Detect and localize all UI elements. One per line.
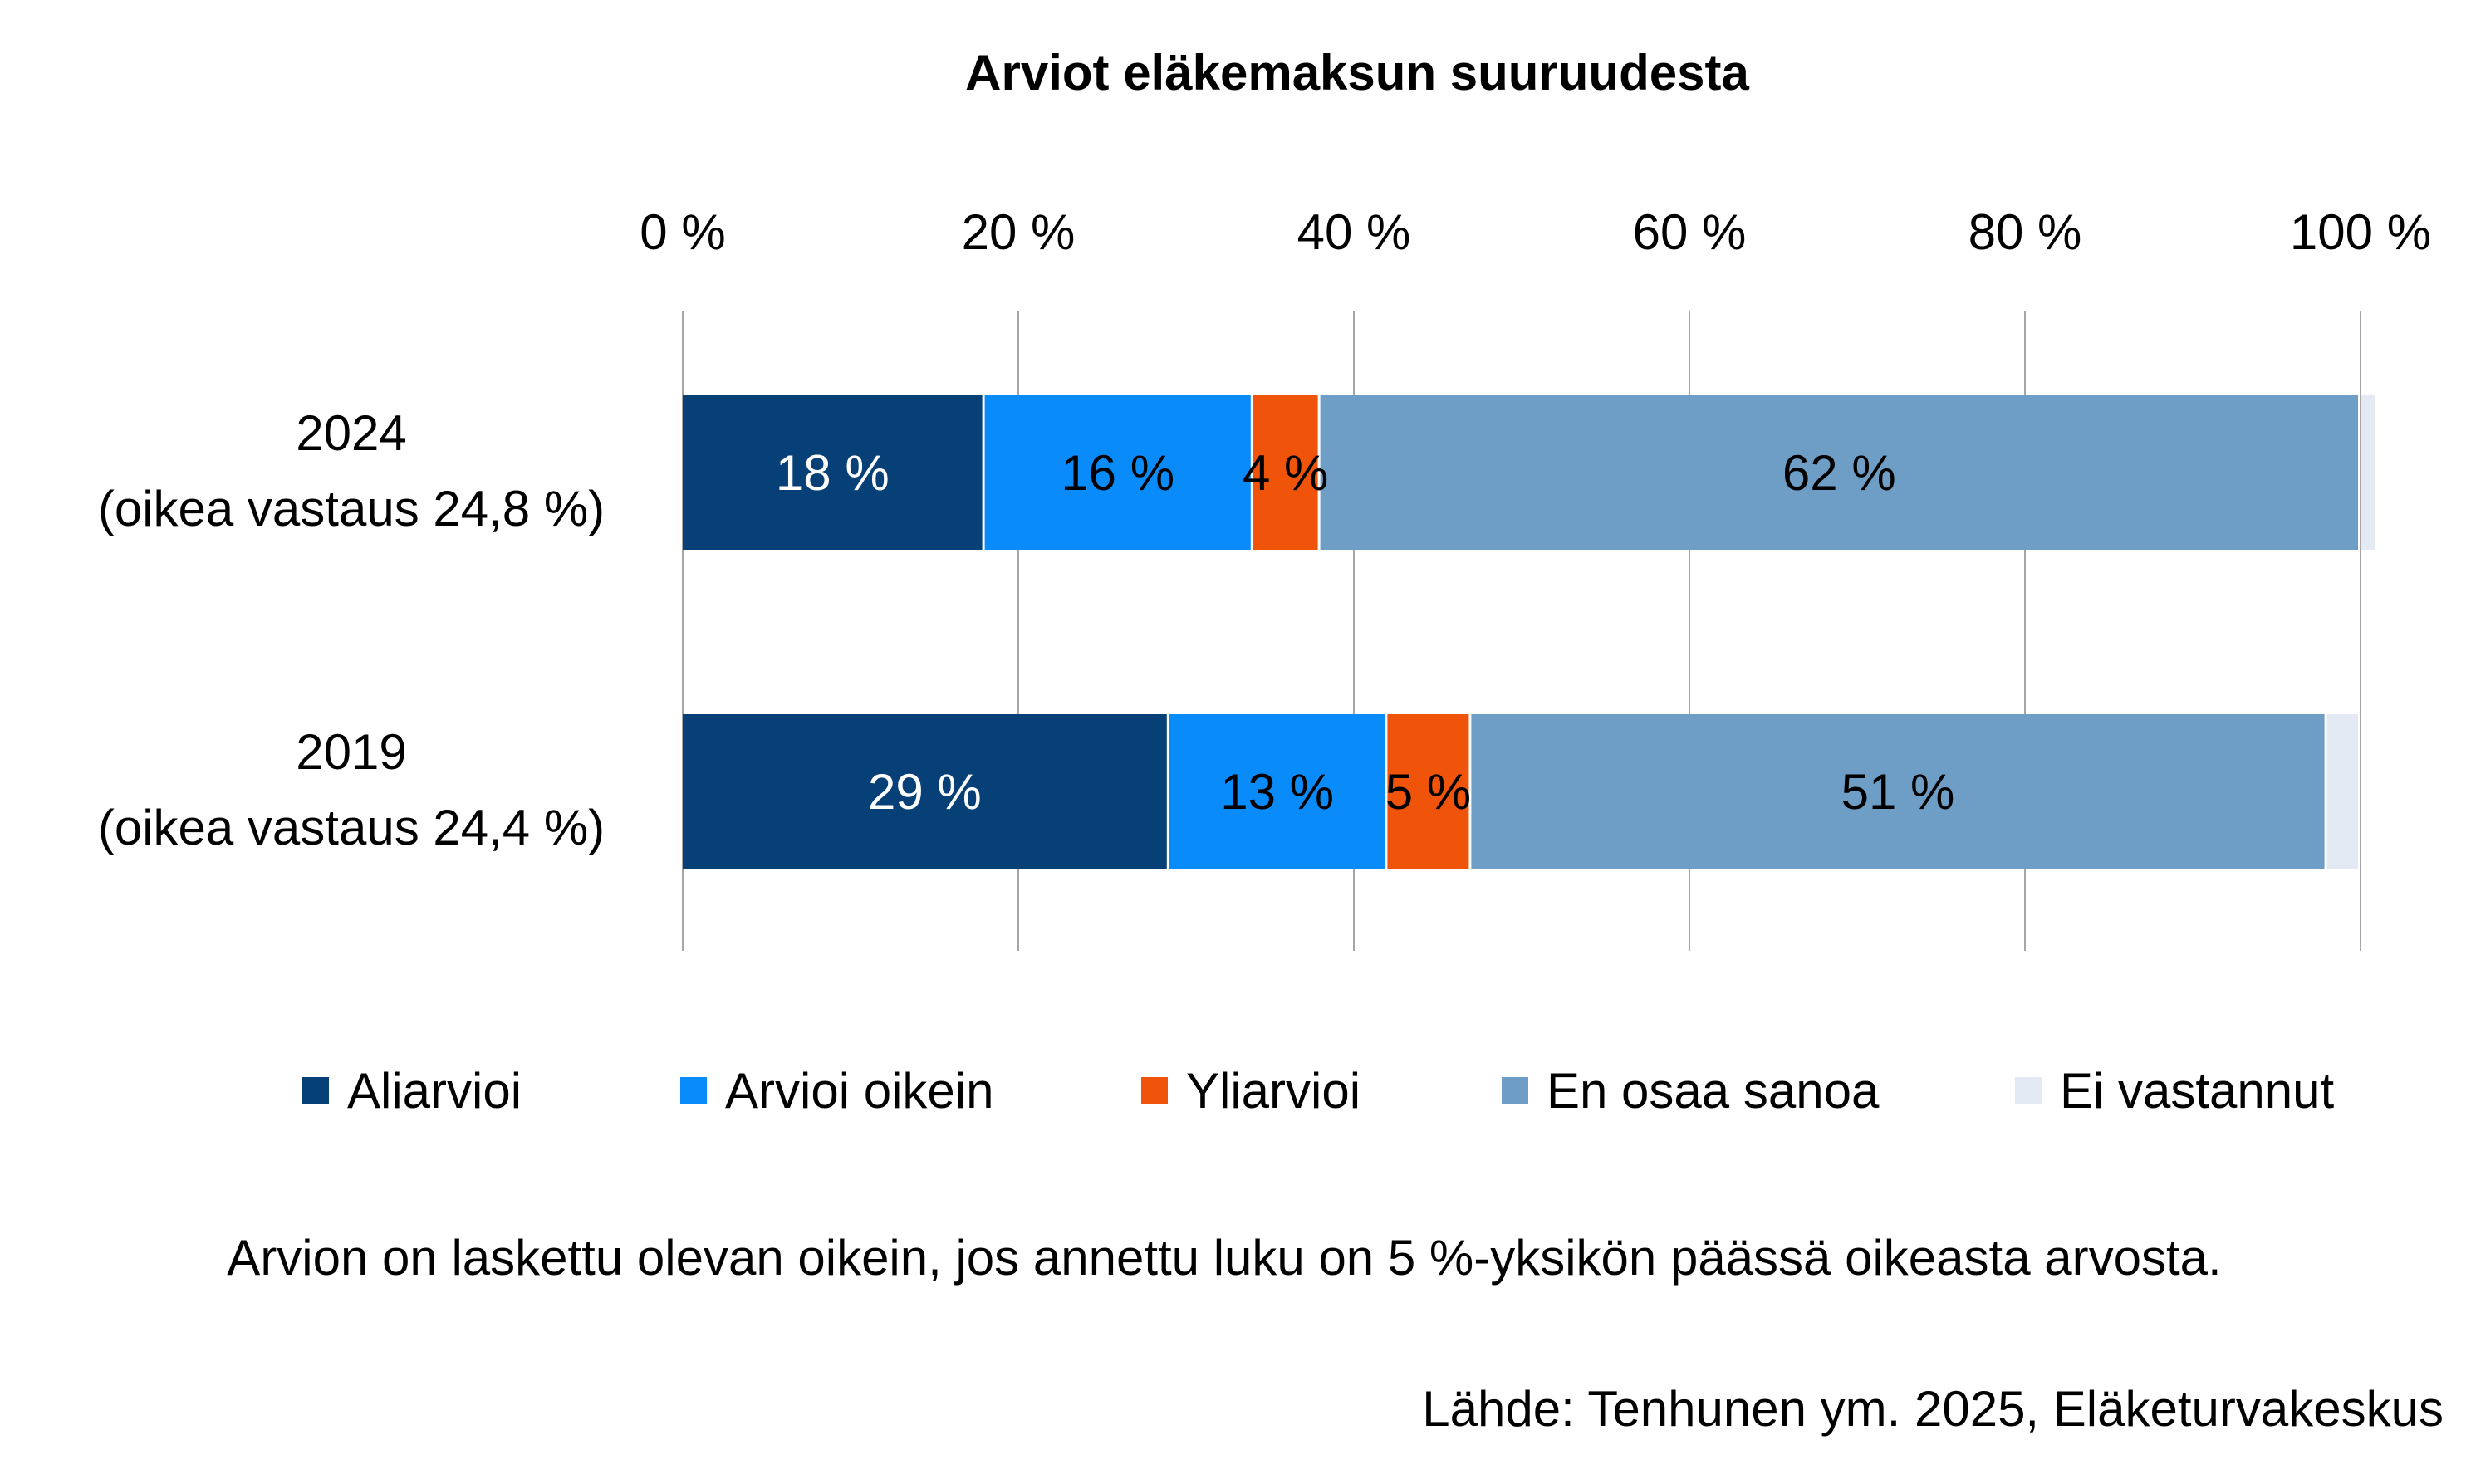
- bar-segment: [1253, 395, 1318, 550]
- chart-source: Lähde: Tenhunen ym. 2025, Eläketurvakesk…: [1422, 1381, 2444, 1437]
- legend: Aliarvioi Arvioi oikein Yliarvioi En osaa s…: [302, 1063, 2335, 1119]
- data-label: 5 %: [1385, 764, 1471, 820]
- category-label-answer: (oikea vastaus 24,4 %): [98, 800, 605, 855]
- chart-note: Arvion on laskettu olevan oikein, jos an…: [227, 1230, 2221, 1286]
- bar-segment: [1471, 714, 2325, 869]
- category-label-year: 2024: [296, 405, 406, 461]
- category-labels: 2024 (oikea vastaus 24,8 %) 2019 (oikea vas…: [98, 405, 605, 855]
- legend-swatch: [302, 1077, 329, 1104]
- bar-segment: [1169, 714, 1385, 869]
- data-labels: 18 % 16 % 4 % 62 % 29 % 13 % 5 % 51 %: [776, 445, 1954, 820]
- x-tick-label: 100 %: [2290, 204, 2431, 260]
- legend-label: Yliarvioi: [1186, 1063, 1360, 1119]
- legend-label: En osaa sanoa: [1547, 1063, 1880, 1119]
- bar-segment: [2361, 395, 2375, 550]
- legend-label: Arvioi oikein: [725, 1063, 993, 1119]
- data-label: 18 %: [776, 445, 890, 501]
- chart-title: Arviot eläkemaksun suuruudesta: [965, 45, 1749, 100]
- data-label: 62 %: [1782, 445, 1896, 501]
- data-label: 29 %: [868, 764, 982, 820]
- legend-swatch: [680, 1077, 707, 1104]
- category-label-year: 2019: [296, 724, 406, 780]
- data-label: 16 %: [1061, 445, 1174, 501]
- data-label: 13 %: [1220, 764, 1334, 820]
- bar-segment: [683, 714, 1167, 869]
- x-tick-label: 0 %: [640, 204, 725, 260]
- bar-segment: [984, 395, 1251, 550]
- bar-segment: [2326, 714, 2358, 869]
- legend-swatch: [2015, 1077, 2042, 1104]
- x-tick-label: 60 %: [1633, 204, 1747, 260]
- legend-label: Ei vastannut: [2060, 1063, 2335, 1119]
- bar-segment: [1320, 395, 2358, 550]
- bar-segment: [683, 395, 983, 550]
- category-label-answer: (oikea vastaus 24,8 %): [98, 481, 605, 536]
- x-tick-label: 80 %: [1968, 204, 2082, 260]
- data-label: 4 %: [1243, 445, 1328, 501]
- bars: [683, 395, 2375, 869]
- legend-swatch: [1141, 1077, 1168, 1104]
- x-axis-ticks: 0 % 20 % 40 % 60 % 80 % 100 %: [640, 204, 2431, 260]
- x-tick-label: 20 %: [962, 204, 1076, 260]
- legend-swatch: [1502, 1077, 1528, 1104]
- data-label: 51 %: [1841, 764, 1955, 820]
- x-tick-label: 40 %: [1297, 204, 1411, 260]
- legend-label: Aliarvioi: [347, 1063, 522, 1119]
- bar-segment: [1387, 714, 1469, 869]
